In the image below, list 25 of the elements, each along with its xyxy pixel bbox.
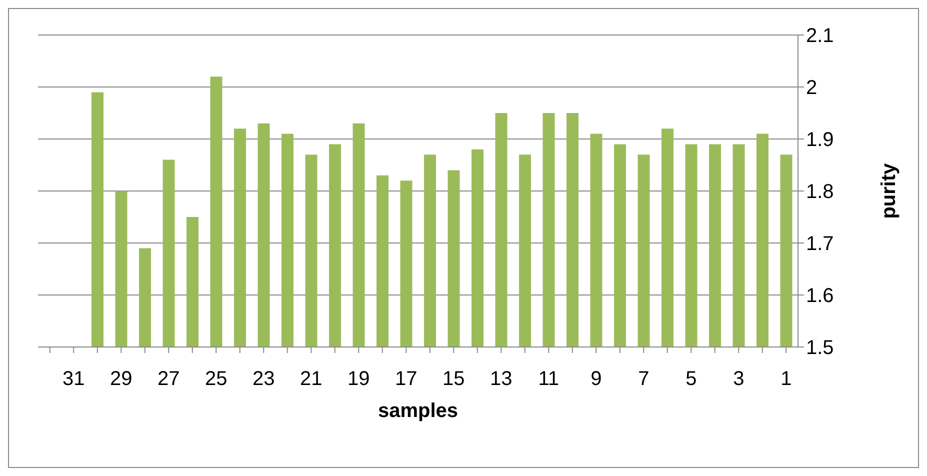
x-tick-label: 25	[205, 368, 228, 390]
y-tick-label: 1.5	[806, 337, 834, 360]
x-tick-label: 15	[442, 368, 465, 390]
x-tick-label: 27	[158, 368, 180, 390]
x-tick-label: 7	[638, 368, 650, 390]
y-tick-label: 1.6	[806, 285, 834, 308]
y-tick-label: 1.8	[806, 181, 834, 204]
y-tick-label: 1.9	[806, 129, 834, 152]
x-tick-label: 19	[348, 368, 370, 390]
x-tick-label: 11	[538, 368, 560, 390]
x-tick-label: 5	[686, 368, 697, 390]
y-tick-label: 2.1	[806, 25, 834, 48]
y-axis-title: purity	[878, 162, 900, 219]
x-axis-title: samples	[378, 400, 458, 422]
x-tick-label: 1	[780, 368, 792, 390]
x-tick-label: 21	[300, 368, 322, 390]
x-tick-label: 31	[62, 368, 85, 390]
y-tick-label: 1.7	[806, 233, 834, 256]
x-tick-label: 3	[733, 368, 744, 390]
x-tick-label: 29	[110, 368, 132, 390]
x-tick-label: 13	[490, 368, 512, 390]
x-tick-label: 23	[252, 368, 275, 390]
x-tick-label: 17	[395, 368, 418, 390]
x-tick-label: 9	[590, 368, 602, 390]
y-tick-label: 2	[806, 77, 818, 100]
